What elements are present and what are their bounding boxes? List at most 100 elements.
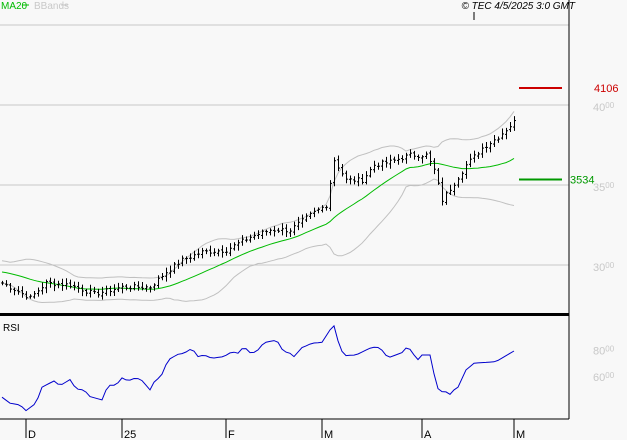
ohlc-bar — [297, 216, 300, 231]
ohlc-bar — [469, 153, 472, 168]
ohlc-bar — [13, 287, 16, 296]
ohlc-bar — [45, 279, 48, 294]
ohlc-bar — [101, 286, 104, 300]
ohlc-bar — [169, 265, 172, 278]
ohlc-bar — [109, 285, 112, 297]
ohlc-bar — [333, 157, 336, 187]
rsi-tick-label: 6000 — [593, 371, 615, 384]
ohlc-bar — [429, 150, 432, 167]
ohlc-bar — [241, 235, 244, 246]
ohlc-bar — [501, 128, 504, 140]
ohlc-bar — [405, 152, 408, 164]
ohlc-bar — [81, 284, 84, 297]
ohlc-bar — [345, 170, 348, 184]
ohlc-bar — [29, 294, 32, 299]
x-tick-label: M — [324, 429, 333, 440]
ohlc-bar — [77, 281, 80, 293]
x-tick-label: M — [516, 429, 525, 440]
ohlc-bar — [85, 288, 88, 297]
ohlc-bar — [117, 282, 120, 292]
ohlc-bar — [193, 250, 196, 261]
ohlc-bar — [353, 176, 356, 185]
ohlc-bar — [113, 284, 116, 296]
ohlc-bar — [225, 247, 228, 256]
ohlc-bar — [209, 245, 212, 257]
ohlc-bar — [341, 164, 344, 177]
ohlc-bar — [137, 281, 140, 291]
ohlc-bar — [485, 141, 488, 153]
ohlc-bar — [237, 239, 240, 251]
ohlc-bar — [177, 259, 180, 269]
ohlc-bar — [349, 175, 352, 185]
ohlc-bar — [409, 149, 412, 158]
ohlc-bar — [289, 228, 292, 237]
ohlc-bar — [357, 173, 360, 187]
ohlc-bar — [173, 262, 176, 274]
ohlc-bar — [329, 180, 332, 212]
ohlc-bar — [493, 135, 496, 148]
y-tick-label: 4000 — [593, 101, 615, 114]
legend-ma20: MA20 — [1, 1, 28, 12]
ohlc-bar — [477, 151, 480, 159]
ohlc-bar — [21, 286, 24, 298]
ohlc-bar — [25, 291, 28, 300]
ohlc-bar — [253, 231, 256, 240]
ohlc-bar — [481, 143, 484, 158]
ohlc-bar — [309, 211, 312, 220]
ohlc-bar — [445, 191, 448, 205]
ohlc-bar — [185, 256, 188, 264]
lower-band — [1, 178, 515, 304]
ohlc-bar — [41, 282, 44, 295]
date-axis: D 25 F M A M — [25, 419, 525, 440]
ohlc-bar — [269, 228, 272, 236]
ohlc-bar — [453, 182, 456, 196]
ohlc-bar — [249, 234, 252, 243]
ma20-path — [1, 157, 515, 290]
ohlc-bar — [189, 253, 192, 263]
ohlc-bar — [421, 155, 424, 164]
ohlc-bar — [233, 242, 236, 251]
ohlc-bar — [9, 282, 12, 293]
ohlc-bar — [141, 282, 144, 291]
ma20-line — [1, 157, 515, 290]
ohlc-bar — [129, 285, 132, 292]
y-tick-label: 3500 — [593, 181, 615, 194]
ohlc-bar — [509, 122, 512, 133]
ohlc-bar — [221, 245, 224, 258]
ohlc-bar — [437, 168, 440, 185]
rsi-tick-label: 8000 — [593, 344, 615, 357]
ohlc-bar — [261, 229, 264, 240]
x-tick-label: F — [228, 429, 235, 440]
ohlc-bar — [361, 174, 364, 185]
ohlc-bar — [285, 224, 288, 237]
ohlc-bar — [401, 155, 404, 163]
ohlc-bar — [433, 158, 436, 175]
bollinger-bands — [1, 111, 515, 304]
x-tick-label: D — [28, 429, 36, 440]
ohlc-bar — [49, 277, 52, 288]
ohlc-bar — [313, 207, 316, 218]
ohlc-bar — [245, 236, 248, 243]
ohlc-bar — [5, 280, 8, 287]
ohlc-bar — [441, 177, 444, 206]
price-grid — [0, 24, 569, 266]
y-tick-label: 3000 — [593, 261, 615, 274]
ohlc-bar — [265, 229, 268, 236]
ohlc-bar — [73, 281, 76, 291]
price-levels: 4106 3534 — [519, 83, 618, 187]
ohlc-bar — [457, 176, 460, 188]
ohlc-bar — [197, 248, 200, 259]
ohlc-bar — [105, 285, 108, 296]
x-tick-label: A — [424, 429, 432, 440]
ohlc-bar — [17, 286, 20, 295]
legend-bbands: BBands — [34, 1, 69, 12]
ohlc-bar — [125, 284, 128, 291]
rsi-pane — [1, 324, 515, 412]
ohlc-bar — [201, 247, 204, 259]
ohlc-bar — [133, 281, 136, 291]
price-bars — [1, 116, 516, 300]
ohlc-bar — [505, 127, 508, 140]
support-label: 3534 — [570, 175, 594, 187]
ohlc-bar — [293, 221, 296, 236]
